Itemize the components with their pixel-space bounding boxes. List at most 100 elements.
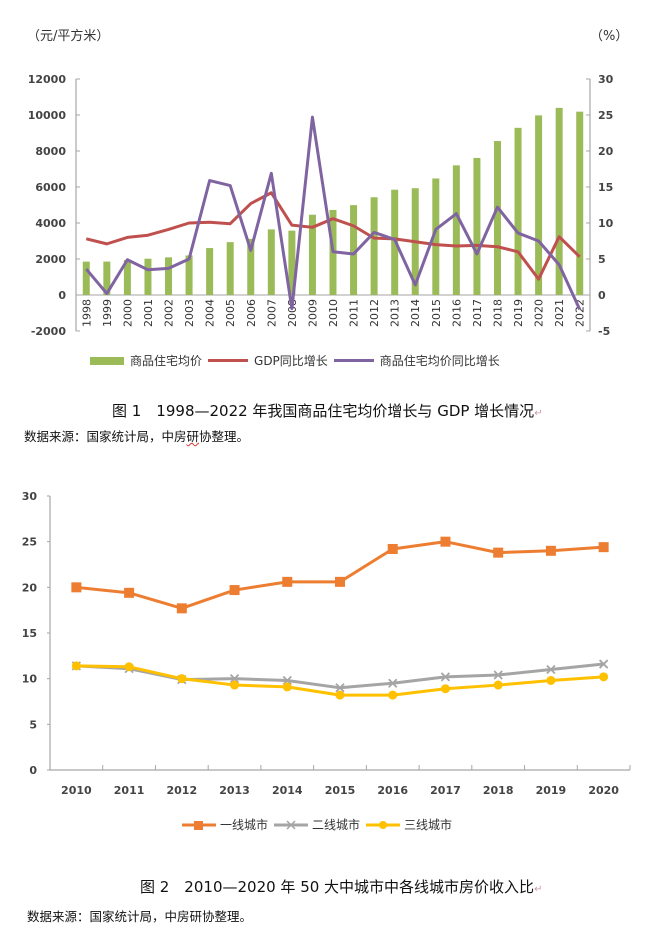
fig1-left-tick-label: 12000 bbox=[28, 73, 67, 86]
fig1-left-tick-label: 10000 bbox=[28, 109, 67, 122]
fig2-x-tick-label: 2016 bbox=[377, 784, 408, 797]
fig1-caption-text: 图 1 1998—2022 年我国商品住宅均价增长与 GDP 增长情况 bbox=[112, 402, 535, 420]
fig1-bar-price bbox=[144, 258, 152, 295]
fig1-x-tick-label: 2016 bbox=[450, 299, 463, 327]
fig2-marker-tier3 bbox=[282, 682, 292, 692]
fig2-y-tick-label: 25 bbox=[22, 536, 37, 549]
paragraph-mark: ↵ bbox=[534, 884, 543, 895]
legend-item-tier3: 三线城市 bbox=[366, 816, 452, 833]
fig2-x-tick-label: 2019 bbox=[536, 784, 567, 797]
fig2-y-tick-label: 0 bbox=[29, 764, 37, 777]
fig1-x-tick-label: 2004 bbox=[204, 299, 217, 327]
fig2-marker-tier1 bbox=[229, 585, 240, 596]
fig2-marker-tier1 bbox=[335, 576, 345, 587]
fig2-line-tier1 bbox=[76, 540, 604, 610]
fig1-bar-price bbox=[514, 127, 522, 295]
fig1-legend: 商品住宅均价 GDP同比增长 商品住宅均价同比增长 bbox=[90, 352, 506, 369]
fig1-x-tick-label: 2009 bbox=[306, 299, 319, 327]
fig1-x-tick-label: 2010 bbox=[327, 299, 340, 327]
fig1-bar-price bbox=[370, 197, 378, 295]
fig1-right-tick-label: 25 bbox=[598, 109, 613, 122]
fig1-x-tick-label: 2005 bbox=[224, 299, 237, 327]
fig1-bar-price bbox=[432, 178, 440, 295]
fig2-marker-tier2 bbox=[598, 659, 609, 669]
legend-label-tier1: 一线城市 bbox=[220, 818, 269, 832]
fig2-marker-tier1 bbox=[387, 543, 398, 554]
fig1-bar-price bbox=[247, 238, 255, 295]
fig1-bar-price bbox=[350, 205, 358, 295]
fig1-bar-price bbox=[185, 255, 193, 295]
fig1-x-tick-label: 2015 bbox=[430, 299, 443, 327]
fig2-marker-tier2 bbox=[335, 683, 345, 693]
legend-item-price-growth: 商品住宅均价同比增长 bbox=[333, 352, 500, 369]
fig1-x-tick-label: 2019 bbox=[512, 299, 525, 327]
fig1-bar-price bbox=[473, 157, 481, 295]
fig1-x-tick-label: 2014 bbox=[409, 299, 422, 327]
fig2-x-tick-label: 2015 bbox=[325, 784, 356, 797]
fig1-left-tick-label: 2000 bbox=[35, 253, 66, 266]
fig2-marker-tier1 bbox=[176, 603, 187, 614]
fig1-x-tick-label: 2007 bbox=[265, 299, 278, 327]
fig2-marker-tier2 bbox=[493, 670, 503, 680]
fig1-caption: 图 1 1998—2022 年我国商品住宅均价增长与 GDP 增长情况↵ bbox=[112, 400, 543, 421]
fig1-x-tick-label: 2013 bbox=[389, 299, 402, 327]
fig2-marker-tier3 bbox=[230, 680, 240, 690]
fig1-bar-price bbox=[576, 111, 584, 295]
fig1-right-unit-label: （%） bbox=[590, 29, 629, 44]
fig1-right-tick-label: 30 bbox=[598, 73, 614, 86]
fig1-source-spellcheck-word: 研 bbox=[186, 429, 200, 444]
fig1-bar-price bbox=[165, 257, 173, 295]
fig2-source: 数据来源：国家统计局，中房研协整理。 bbox=[27, 909, 253, 924]
fig2-caption-text: 图 2 2010—2020 年 50 大中城市中各线城市房价收入比 bbox=[140, 878, 535, 896]
fig1-bar-price bbox=[308, 214, 316, 295]
legend-item-gdp: GDP同比增长 bbox=[208, 352, 328, 369]
fig1-x-tick-label: 1999 bbox=[101, 299, 114, 327]
fig2-y-tick-label: 15 bbox=[22, 627, 37, 640]
fig2-marker-tier1 bbox=[545, 545, 556, 556]
fig2-chart: 0 5 10 15 20 25 30 2010 2011 2012 2013 2014 2015 2016… bbox=[22, 490, 631, 797]
fig2-marker-tier3 bbox=[71, 661, 81, 671]
fig1-x-tick-label: 2020 bbox=[533, 299, 546, 327]
fig2-x-tick-label: 2011 bbox=[114, 784, 145, 797]
legend-swatch-tier2 bbox=[274, 819, 309, 830]
fig1-x-tick-label: 2006 bbox=[245, 299, 258, 327]
fig2-marker-tier1 bbox=[598, 542, 609, 553]
fig1-left-tick-label: 4000 bbox=[35, 217, 66, 230]
fig1-bar-price bbox=[555, 107, 563, 295]
fig1-bar-price bbox=[267, 229, 275, 295]
fig1-x-tick-label: 2003 bbox=[183, 299, 196, 327]
fig1-line-price-growth bbox=[85, 115, 582, 311]
fig1-x-tick-label: 2021 bbox=[553, 299, 566, 327]
fig1-bar-price bbox=[206, 248, 214, 295]
fig2-x-tick-label: 2013 bbox=[219, 784, 250, 797]
fig1-x-tick-label: 2012 bbox=[368, 299, 381, 327]
paragraph-mark: ↵ bbox=[534, 408, 543, 419]
fig2-marker-tier3 bbox=[546, 675, 556, 685]
fig1-x-tick-label: 1998 bbox=[80, 299, 93, 327]
fig2-marker-tier1 bbox=[124, 587, 135, 598]
fig1-x-tick-label: 2008 bbox=[286, 299, 299, 327]
fig1-bar-price bbox=[493, 141, 501, 295]
fig1-left-unit-label: （元/平方米） bbox=[27, 29, 110, 44]
fig2-x-tick-label: 2020 bbox=[588, 784, 619, 797]
fig2-caption: 图 2 2010—2020 年 50 大中城市中各线城市房价收入比↵ bbox=[140, 876, 542, 897]
fig2-marker-tier2 bbox=[440, 672, 451, 682]
fig1-bar-price bbox=[82, 261, 90, 295]
fig1-left-tick-label: -2000 bbox=[31, 325, 67, 338]
fig2-y-tick-label: 5 bbox=[29, 718, 37, 731]
fig1-x-tick-label: 2000 bbox=[121, 299, 134, 327]
fig1-left-tick-label: 8000 bbox=[35, 145, 66, 158]
fig2-x-tick-label: 2018 bbox=[483, 784, 514, 797]
fig1-right-tick-label: 10 bbox=[598, 217, 614, 230]
fig1-source-suffix: 协整理。 bbox=[199, 429, 250, 444]
fig1-bar-price bbox=[123, 259, 131, 295]
fig2-marker-tier2 bbox=[546, 664, 556, 675]
fig1-x-tick-label: 2001 bbox=[142, 299, 155, 327]
fig2-x-tick-label: 2010 bbox=[61, 784, 92, 797]
fig1-right-tick-label: -5 bbox=[598, 325, 610, 338]
legend-swatch-tier3 bbox=[366, 820, 401, 829]
legend-label-gdp: GDP同比增长 bbox=[254, 354, 328, 368]
legend-swatch-price-growth bbox=[333, 359, 374, 362]
legend-label-tier3: 三线城市 bbox=[404, 818, 453, 832]
fig1-bar-price bbox=[452, 165, 460, 295]
